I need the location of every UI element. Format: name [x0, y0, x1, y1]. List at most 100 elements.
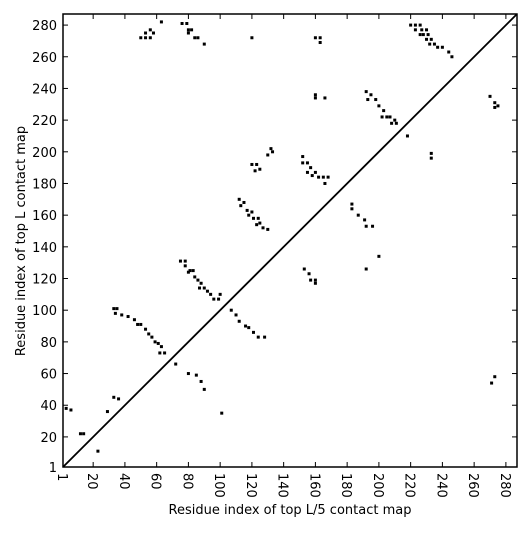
- contact-point: [425, 28, 429, 32]
- contact-point: [194, 373, 198, 377]
- contact-point: [317, 175, 321, 179]
- contact-point: [496, 104, 500, 108]
- contact-point: [436, 45, 440, 49]
- contact-point: [405, 134, 409, 138]
- y-tick-label: 100: [32, 304, 57, 319]
- contact-point: [318, 41, 322, 45]
- contact-point: [148, 36, 152, 40]
- contact-point: [148, 28, 152, 32]
- y-tick-label: 40: [40, 399, 57, 414]
- contact-point: [217, 297, 221, 301]
- contact-point: [239, 204, 243, 208]
- contact-point: [493, 105, 497, 109]
- contact-point: [178, 259, 182, 263]
- contact-point: [256, 216, 260, 220]
- contact-point: [420, 28, 424, 32]
- contact-point: [132, 318, 136, 322]
- contact-point: [305, 170, 309, 174]
- contact-point: [271, 150, 275, 154]
- contact-point: [234, 313, 238, 317]
- contact-point: [139, 36, 143, 40]
- contact-point: [374, 98, 378, 102]
- contact-point: [421, 33, 425, 37]
- contact-point: [490, 381, 494, 385]
- contact-point: [428, 42, 432, 46]
- x-tick-label: 1: [54, 473, 69, 481]
- x-tick-label: 120: [243, 473, 258, 498]
- contact-point: [69, 408, 73, 412]
- contact-point: [150, 335, 154, 339]
- contact-point: [158, 351, 162, 355]
- contact-point: [261, 226, 265, 230]
- contact-point: [113, 311, 117, 315]
- x-tick-label: 200: [370, 473, 385, 498]
- y-tick-label: 1: [49, 461, 57, 476]
- contact-point: [390, 121, 394, 125]
- contact-point: [136, 322, 140, 326]
- x-tick-label: 160: [306, 473, 321, 498]
- contact-point: [250, 162, 254, 166]
- contact-point: [313, 278, 317, 282]
- contact-point: [250, 210, 254, 214]
- contact-point: [190, 28, 194, 32]
- contact-point: [364, 224, 368, 228]
- contact-point: [64, 406, 68, 410]
- contact-point: [269, 147, 273, 151]
- contact-point: [247, 326, 251, 330]
- contact-point: [117, 397, 121, 401]
- contact-point: [380, 115, 384, 119]
- contact-point: [199, 281, 203, 285]
- contact-point: [237, 319, 241, 323]
- plot-frame: [62, 13, 518, 468]
- x-axis-label: Residue index of top L/5 contact map: [169, 503, 412, 518]
- contact-point: [371, 224, 375, 228]
- y-tick-label: 160: [32, 209, 57, 224]
- contact-point: [196, 278, 200, 282]
- contact-point: [313, 93, 317, 97]
- contact-point: [153, 340, 157, 344]
- contact-point: [202, 42, 206, 46]
- contact-point: [323, 181, 327, 185]
- contact-point: [266, 153, 270, 157]
- contact-point: [323, 96, 327, 100]
- contact-point: [250, 36, 254, 40]
- contact-point: [242, 200, 246, 204]
- contact-point: [112, 307, 116, 311]
- contact-point: [255, 223, 259, 227]
- contact-point: [318, 36, 322, 40]
- contact-point: [202, 286, 206, 290]
- contact-point: [302, 267, 306, 271]
- contact-point: [425, 37, 429, 41]
- contact-point: [305, 161, 309, 165]
- contact-point: [144, 327, 148, 331]
- contact-point: [385, 115, 389, 119]
- contact-point: [426, 33, 430, 37]
- y-tick-label: 260: [32, 51, 57, 66]
- contact-point: [147, 332, 151, 336]
- x-tick-label: 80: [179, 473, 194, 490]
- contact-point: [356, 213, 360, 217]
- contact-point: [198, 286, 202, 290]
- contact-point: [151, 31, 155, 35]
- contact-point: [185, 22, 189, 26]
- contact-point: [229, 308, 233, 312]
- x-tick-label: 100: [211, 473, 226, 498]
- contact-point: [364, 90, 368, 94]
- contact-point: [199, 379, 203, 383]
- contact-point: [363, 218, 367, 222]
- contact-point: [247, 213, 251, 217]
- contact-point: [313, 36, 317, 40]
- contact-point: [440, 45, 444, 49]
- contact-point: [307, 272, 311, 276]
- contact-point: [388, 115, 392, 119]
- contact-point: [447, 50, 451, 54]
- contact-point: [326, 175, 330, 179]
- contact-point: [183, 259, 187, 263]
- contact-point: [377, 104, 381, 108]
- x-tick-label: 20: [84, 473, 99, 490]
- contact-point: [159, 345, 163, 349]
- contact-point: [193, 275, 197, 279]
- contact-point: [186, 31, 190, 35]
- contact-point: [144, 36, 148, 40]
- contact-point: [112, 395, 116, 399]
